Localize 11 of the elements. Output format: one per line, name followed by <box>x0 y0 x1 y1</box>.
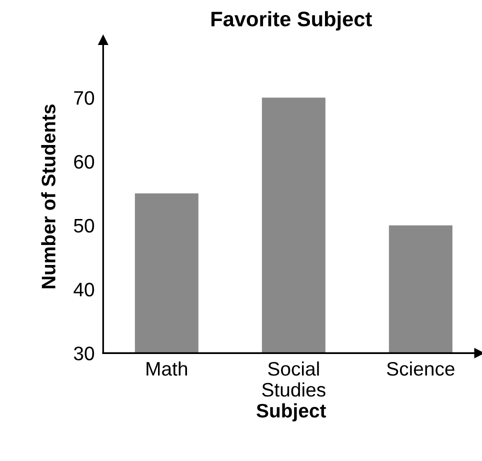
y-tick-label: 50 <box>74 218 94 233</box>
y-tick-label: 60 <box>74 154 94 169</box>
x-tick-label: Social Studies <box>262 361 326 397</box>
x-tick-label: Science <box>386 361 454 376</box>
y-axis-title: Number of Students <box>41 104 56 288</box>
chart-title: Favorite Subject <box>211 11 372 31</box>
y-tick-label: 30 <box>74 346 94 360</box>
y-tick-label: 70 <box>74 91 94 105</box>
x-tick-label: Math <box>146 361 188 376</box>
x-axis-title: Subject <box>256 403 326 422</box>
y-tick-label: 40 <box>74 282 94 296</box>
